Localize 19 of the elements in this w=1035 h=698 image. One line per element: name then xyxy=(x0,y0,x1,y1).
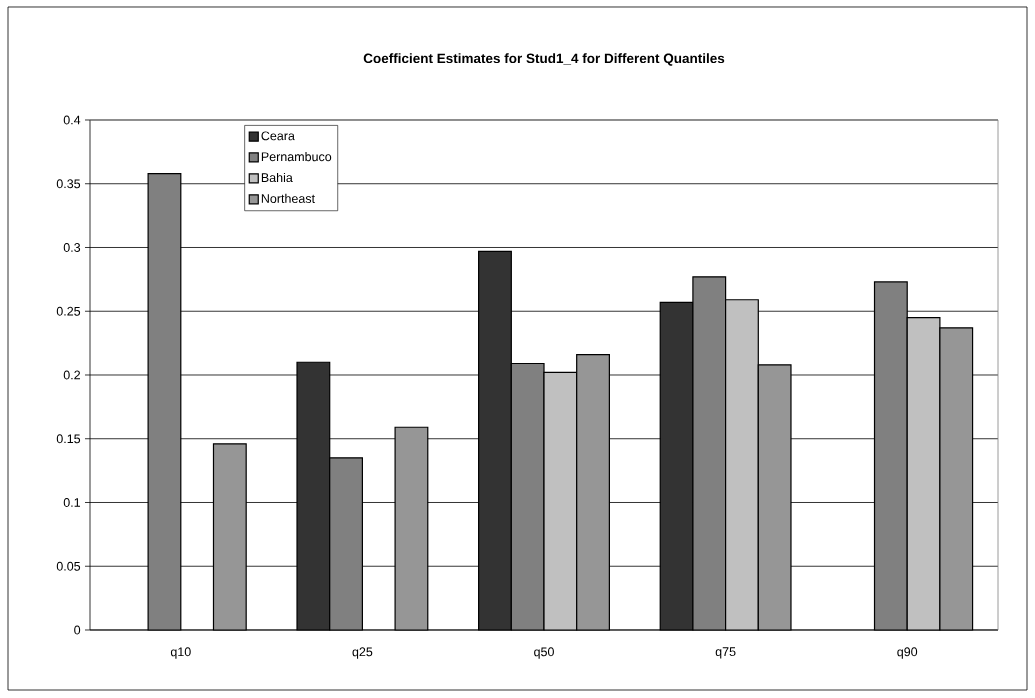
y-tick-label: 0.25 xyxy=(56,306,81,316)
y-tick-label: 0.4 xyxy=(63,115,81,125)
legend-label: Pernambuco xyxy=(261,151,332,162)
y-tick-label: 0.15 xyxy=(56,434,81,444)
x-tick-label: q25 xyxy=(352,647,373,659)
y-tick-label: 0.2 xyxy=(63,370,81,380)
x-tick-label: q50 xyxy=(534,647,554,659)
y-tick-label: 0.35 xyxy=(56,179,81,189)
y-tick-label: 0.3 xyxy=(63,243,81,252)
legend-label: Bahia xyxy=(261,172,293,183)
chart-title: Coefficient Estimates for Stud1_4 for Different Quantiles xyxy=(363,53,725,66)
legend-label: Ceara xyxy=(261,131,295,141)
legend-label: Northeast xyxy=(261,193,315,203)
y-tick-label: 0.05 xyxy=(56,561,81,571)
y-tick-label: 0.1 xyxy=(63,498,81,507)
x-tick-label: q75 xyxy=(715,647,736,659)
x-tick-label: q10 xyxy=(170,647,191,659)
y-tick-label: 0 xyxy=(74,625,81,635)
x-tick-label: q90 xyxy=(897,647,918,659)
